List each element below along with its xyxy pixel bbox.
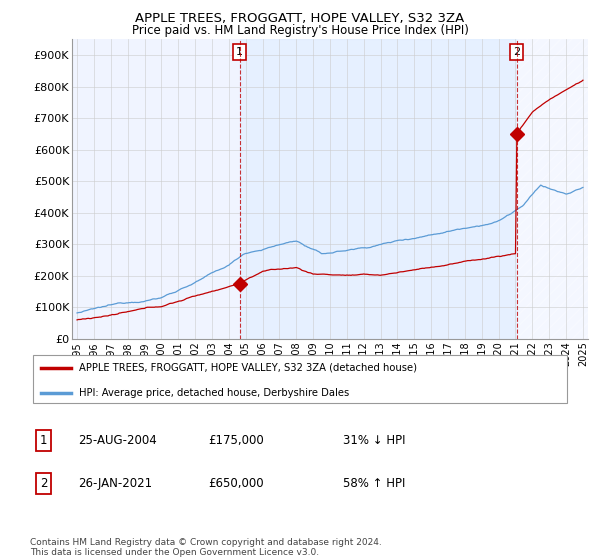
Text: 31% ↓ HPI: 31% ↓ HPI — [343, 434, 406, 447]
Text: £650,000: £650,000 — [208, 477, 264, 490]
Bar — [517, 39, 600, 339]
Text: 58% ↑ HPI: 58% ↑ HPI — [343, 477, 406, 490]
FancyBboxPatch shape — [33, 356, 568, 403]
Text: 26-JAN-2021: 26-JAN-2021 — [79, 477, 153, 490]
Text: £175,000: £175,000 — [208, 434, 264, 447]
Text: APPLE TREES, FROGGATT, HOPE VALLEY, S32 3ZA: APPLE TREES, FROGGATT, HOPE VALLEY, S32 … — [136, 12, 464, 25]
Text: Contains HM Land Registry data © Crown copyright and database right 2024.
This d: Contains HM Land Registry data © Crown c… — [30, 538, 382, 557]
Text: 25-AUG-2004: 25-AUG-2004 — [79, 434, 157, 447]
Text: Price paid vs. HM Land Registry's House Price Index (HPI): Price paid vs. HM Land Registry's House … — [131, 24, 469, 36]
Text: HPI: Average price, detached house, Derbyshire Dales: HPI: Average price, detached house, Derb… — [79, 388, 349, 398]
Text: 1: 1 — [40, 434, 47, 447]
Bar — [240, 39, 517, 339]
Text: 2: 2 — [513, 47, 520, 57]
Text: 1: 1 — [236, 47, 243, 57]
Text: 2: 2 — [40, 477, 47, 490]
Text: APPLE TREES, FROGGATT, HOPE VALLEY, S32 3ZA (detached house): APPLE TREES, FROGGATT, HOPE VALLEY, S32 … — [79, 363, 416, 373]
